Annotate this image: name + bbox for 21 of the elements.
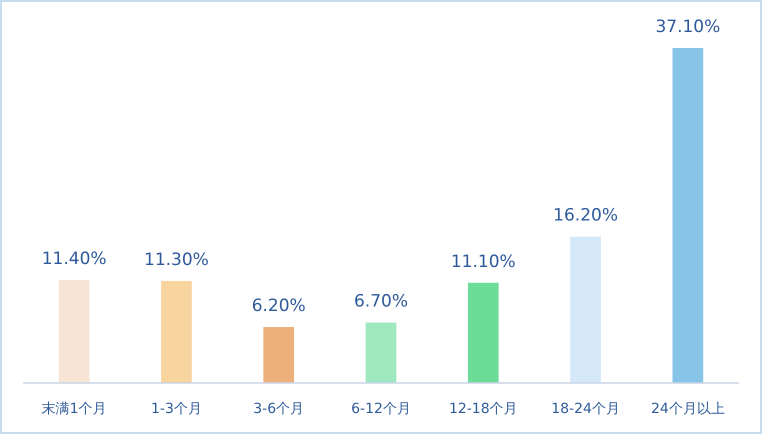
bar	[263, 327, 294, 383]
x-tick-label: 12-18个月	[448, 401, 518, 417]
x-tick-label: 3-6个月	[253, 401, 304, 417]
bar	[58, 280, 90, 383]
bar	[570, 236, 601, 383]
bar	[161, 280, 192, 383]
data-label: 11.30%	[144, 250, 209, 270]
bar	[366, 322, 396, 383]
data-label: 11.40%	[42, 249, 107, 270]
data-label: 11.10%	[450, 252, 516, 272]
data-label: 6.70%	[354, 292, 408, 312]
data-label: 37.10%	[655, 17, 720, 37]
x-tick-label: 18-24个月	[551, 401, 620, 417]
x-tick-label: 1-3个月	[150, 401, 202, 417]
bar	[672, 48, 704, 383]
x-tick-label: 6-12个月	[351, 401, 411, 417]
data-label: 6.20%	[252, 296, 306, 316]
bar	[468, 282, 499, 383]
x-tick-label: 末满1个月	[42, 401, 107, 417]
x-tick-label: 24个月以上	[650, 401, 725, 417]
data-label: 16.20%	[553, 206, 618, 226]
